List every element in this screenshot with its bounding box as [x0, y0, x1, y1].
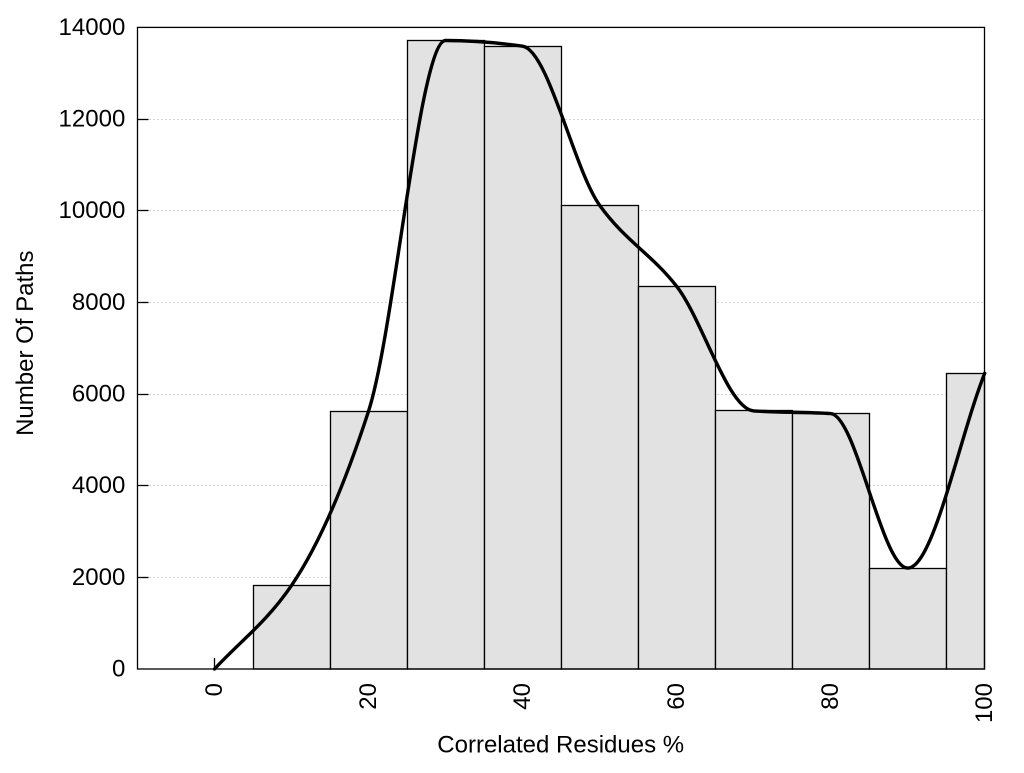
svg-text:12000: 12000	[59, 106, 126, 133]
svg-text:100: 100	[971, 683, 998, 723]
svg-text:60: 60	[663, 683, 690, 710]
svg-text:6000: 6000	[72, 381, 125, 408]
svg-text:2000: 2000	[72, 564, 125, 591]
svg-text:4000: 4000	[72, 472, 125, 499]
svg-text:40: 40	[509, 683, 536, 710]
svg-text:8000: 8000	[72, 289, 125, 316]
svg-text:Correlated Residues %: Correlated Residues %	[437, 732, 684, 759]
svg-text:14000: 14000	[59, 14, 126, 41]
svg-text:20: 20	[355, 683, 382, 710]
svg-text:0: 0	[112, 656, 125, 683]
svg-text:Number Of Paths: Number Of Paths	[12, 250, 39, 435]
svg-text:80: 80	[817, 683, 844, 710]
svg-text:10000: 10000	[59, 197, 126, 224]
svg-text:0: 0	[201, 683, 228, 696]
